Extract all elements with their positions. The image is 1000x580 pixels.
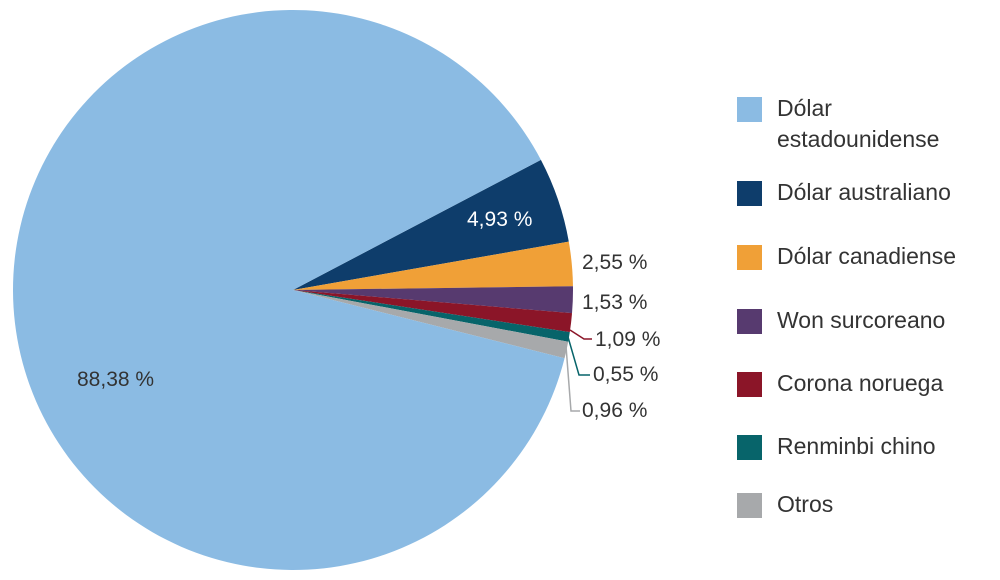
pie-slices xyxy=(13,10,573,571)
pie-slice-d-lar-australiano xyxy=(293,159,569,290)
legend-item-corona-noruega: Corona noruega xyxy=(737,368,987,399)
legend-item-dolar-canadiense: Dólar canadiense xyxy=(737,241,987,272)
slice-value-label: 1,09 % xyxy=(595,328,660,351)
pie-slice-d-lar-estadounidense xyxy=(13,10,565,571)
leader-line xyxy=(565,345,580,412)
legend-item-won-surcoreano: Won surcoreano xyxy=(737,305,987,336)
legend-swatch xyxy=(737,97,762,122)
legend-label: Renminbi chino xyxy=(777,433,936,459)
legend-swatch xyxy=(737,435,762,460)
legend-item-dolar-australiano: Dólar australiano xyxy=(737,177,987,208)
legend-label: Dólar australiano xyxy=(777,179,951,205)
slice-labels: 88,38 % 4,93 % 2,55 % 1,53 % 1,09 % 0,55 % 0,9… xyxy=(77,208,660,422)
slice-value-label: 0,55 % xyxy=(593,363,658,386)
legend-label: Dólar estadounidense xyxy=(777,95,940,152)
legend-swatch xyxy=(737,181,762,206)
legend-item-dolar-estadounidense: Dólar estadounidense xyxy=(737,93,987,155)
pie-slice-d-lar-canadiense xyxy=(293,241,573,290)
slice-value-label: 1,53 % xyxy=(582,291,647,314)
legend-label: Corona noruega xyxy=(777,370,944,396)
leader-line xyxy=(567,336,590,376)
legend-label: Dólar canadiense xyxy=(777,243,957,269)
pie-slice-corona-noruega xyxy=(293,290,573,333)
legend-swatch xyxy=(737,493,762,518)
legend-swatch xyxy=(737,372,762,397)
leader-line xyxy=(569,329,592,340)
legend-swatch xyxy=(737,245,762,270)
legend-label: Won surcoreano xyxy=(777,307,946,333)
slice-value-label: 4,93 % xyxy=(467,208,532,231)
slice-value-label: 0,96 % xyxy=(582,399,647,422)
pie-slice-renminbi-chino xyxy=(293,290,570,342)
legend-label: Otros xyxy=(777,491,834,517)
pie-slice-otros xyxy=(293,290,569,359)
legend-item-renminbi-chino: Renminbi chino xyxy=(737,431,987,462)
slice-value-label: 88,38 % xyxy=(77,368,154,391)
leader-lines xyxy=(565,329,592,412)
slice-value-label: 2,55 % xyxy=(582,251,647,274)
pie-slice-won-surcoreano xyxy=(293,286,573,314)
legend-item-otros: Otros xyxy=(737,489,987,520)
legend-swatch xyxy=(737,309,762,334)
